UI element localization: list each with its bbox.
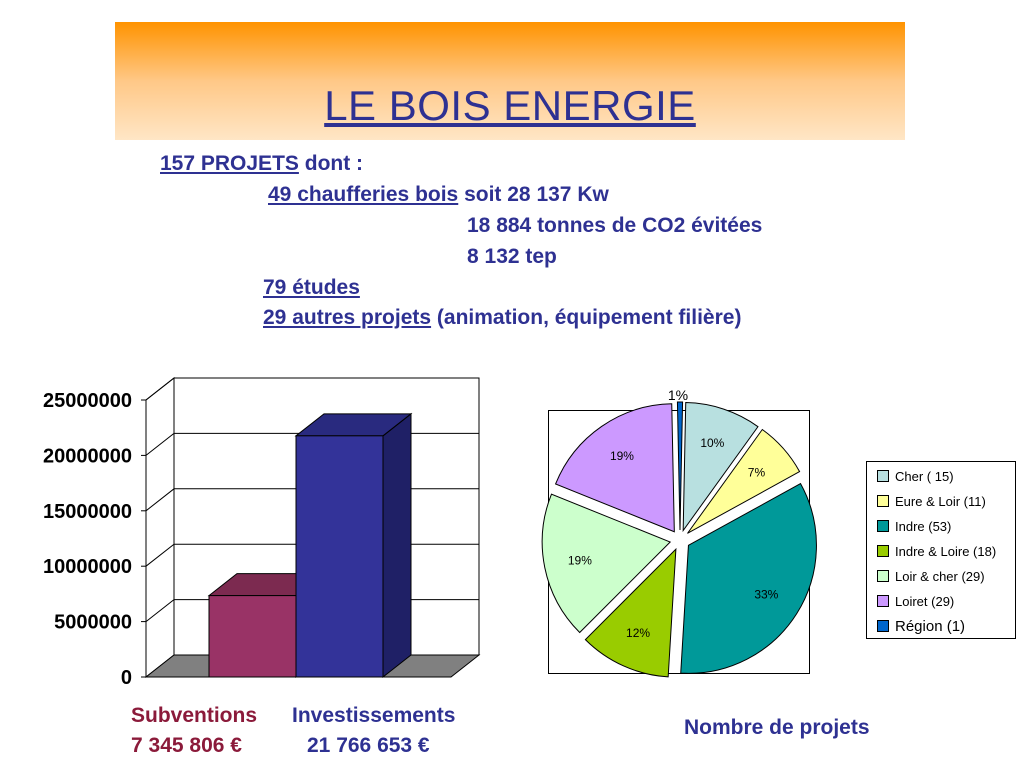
bar (295, 435, 384, 678)
tep-value: 8 132 tep (467, 245, 557, 268)
pie-chart: 1% 10% 7% 33% 12% 19% 19% (541, 387, 817, 678)
projects-total: 157 PROJETS (160, 152, 299, 175)
etudes-count: 79 études (263, 276, 360, 299)
legend-label: Région (1) (895, 617, 966, 635)
pie-slice (687, 428, 801, 534)
legend-label: Eure & Loir (11) (895, 493, 986, 509)
bar (208, 595, 297, 678)
pie-slice (680, 482, 817, 674)
y-tick-label: 10000000 (43, 556, 132, 578)
y-tick-label: 15000000 (43, 501, 132, 523)
legend-label: Loiret (29) (895, 593, 955, 609)
bar-side (382, 412, 412, 679)
page-title: LE BOIS ENERGIE (324, 82, 696, 129)
summary-line-6: 29 autres projets (animation, équipement… (263, 306, 741, 330)
pie-legend: Cher ( 15) Eure & Loir (11) Indre (53) Indr… (866, 461, 1016, 639)
legend-item: Région (1) (877, 617, 965, 635)
pie-percent-label: 1% (668, 387, 688, 403)
legend-item: Indre (53) (877, 517, 951, 535)
pie-slice (676, 401, 684, 531)
legend-item: Loiret (29) (877, 592, 954, 610)
other-projects-count: 29 autres projets (263, 306, 432, 329)
summary-line-2: 49 chaufferies bois soit 28 137 Kw (268, 183, 609, 207)
legend-swatch (877, 595, 889, 607)
legend-swatch (877, 495, 889, 507)
pie-percent-label: 19% (568, 553, 592, 567)
pie-percent-label: 33% (754, 588, 778, 602)
y-tick-label: 0 (121, 667, 132, 689)
legend-swatch (877, 470, 889, 482)
bar-chart: 25000000 20000000 15000000 10000000 5000000 0 (43, 376, 481, 689)
summary-line-5: 79 études (263, 276, 360, 300)
legend-swatch (877, 545, 889, 557)
pie-percent-label: 7% (748, 465, 766, 479)
legend-swatch (877, 520, 889, 532)
summary-line-6-rest: (animation, équipement filière) (431, 306, 742, 329)
pie-percent-label: 10% (700, 436, 724, 450)
legend-label: Indre (53) (895, 518, 952, 534)
legend-item: Indre & Loire (18) (877, 542, 996, 560)
side-wall (145, 376, 175, 679)
pie-caption: Nombre de projets (684, 716, 870, 739)
legend-item: Loir & cher (29) (877, 567, 985, 585)
summary-line-1: 157 PROJETS dont : (160, 152, 363, 176)
subventions-value: 7 345 806 € (131, 734, 242, 757)
pie-slice (541, 493, 672, 634)
investissements-value: 21 766 653 € (307, 734, 430, 757)
title-band: LE BOIS ENERGIE (115, 22, 905, 140)
summary-line-2-rest: soit 28 137 Kw (458, 183, 609, 206)
co2-avoided: 18 884 tonnes de CO2 évitées (467, 214, 763, 237)
y-tick-label: 5000000 (54, 612, 132, 634)
legend-item: Eure & Loir (11) (877, 492, 986, 510)
pie-slice (682, 402, 759, 533)
gridline (145, 377, 479, 401)
y-tick-label: 20000000 (43, 445, 132, 467)
pie-slice (554, 403, 675, 533)
legend-item: Cher ( 15) (877, 467, 954, 485)
y-tick-label: 25000000 (43, 390, 132, 412)
legend-label: Cher ( 15) (895, 468, 954, 484)
pie-slice (584, 547, 677, 678)
legend-label: Loir & cher (29) (895, 568, 985, 584)
summary-line-1-rest: dont : (298, 152, 364, 175)
chaufferies-count: 49 chaufferies bois (268, 183, 459, 206)
legend-swatch (877, 620, 889, 632)
legend-label: Indre & Loire (18) (895, 543, 997, 559)
pie-percent-label: 19% (610, 449, 634, 463)
investissements-label: Investissements (292, 704, 456, 727)
legend-swatch (877, 570, 889, 582)
subventions-label: Subventions (131, 704, 258, 727)
pie-percent-label: 12% (626, 626, 650, 640)
